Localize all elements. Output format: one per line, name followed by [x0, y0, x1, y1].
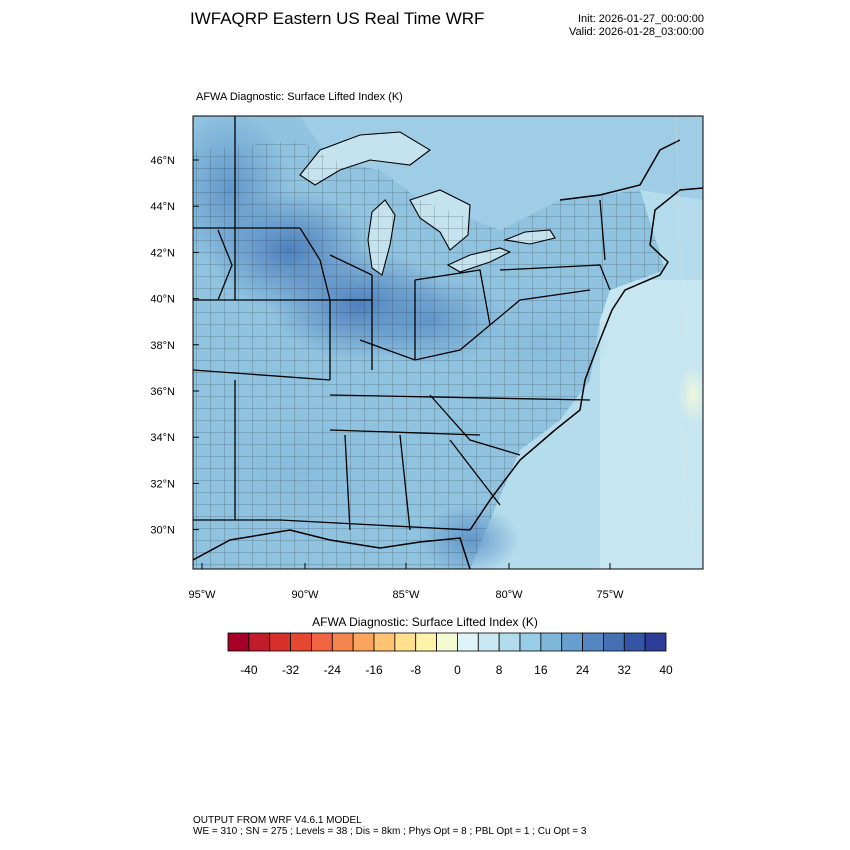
lat-tick-label: 40°N [150, 294, 175, 306]
model-info-footer: OUTPUT FROM WRF V4.6.1 MODEL WE = 310 ; … [193, 815, 586, 837]
lon-tick-label: 90°W [291, 589, 319, 601]
lat-tick-label: 38°N [150, 340, 175, 352]
lon-tick-label: 75°W [596, 589, 624, 601]
latitude-axis: 46°N 44°N 42°N 40°N 38°N 36°N 34°N 32°N 30°N [150, 155, 199, 537]
colorbar-box [603, 632, 625, 652]
lat-tick-label: 36°N [150, 386, 175, 398]
colorbar-box [352, 632, 375, 652]
colorbar-box [644, 632, 667, 652]
colorbar-tick-label: -16 [365, 663, 383, 677]
colorbar-tick-label: 16 [534, 663, 548, 677]
colorbar-box [477, 632, 500, 652]
colorbar-box [519, 632, 542, 652]
lat-tick-label: 34°N [150, 432, 175, 444]
colorbar-box [561, 632, 583, 652]
graticule [675, 116, 691, 569]
lon-tick-label: 85°W [392, 589, 420, 601]
lat-tick-label: 32°N [150, 478, 175, 490]
colorbar-box [415, 632, 437, 652]
colorbar-box [623, 632, 646, 652]
li-field [193, 116, 703, 569]
lat-tick-label: 46°N [150, 155, 175, 167]
colorbar-box [394, 632, 417, 652]
colorbar-tick-label: -8 [410, 663, 421, 677]
colorbar-tick-label: 0 [454, 663, 461, 677]
colorbar-tick-label: 24 [576, 663, 590, 677]
plot-title: AFWA Diagnostic: Surface Lifted Index (K… [196, 91, 403, 103]
colorbar-box [269, 632, 291, 652]
colorbar-tick-label: -32 [282, 663, 300, 677]
colorbar-ticks: -40 -32 -24 -16 -8 0 8 16 24 32 40 [240, 663, 673, 677]
colorbar-box [311, 632, 333, 652]
state-boundaries [193, 116, 611, 531]
colorbar-tick-label: 32 [618, 663, 632, 677]
colorbar-tick-label: 8 [496, 663, 503, 677]
colorbar-box [582, 632, 604, 652]
figure-title: IWFAQRP Eastern US Real Time WRF [190, 9, 485, 28]
colorbar-box [498, 632, 521, 652]
colorbar-box [227, 632, 250, 652]
longitude-axis: 95°W 90°W 85°W 80°W 75°W [188, 563, 624, 601]
map-panel: 46°N 44°N 42°N 40°N 38°N 36°N 34°N 32°N 30°N 95°… [150, 115, 704, 601]
colorbar-tick-label: 40 [659, 663, 673, 677]
lat-tick-label: 42°N [150, 247, 175, 259]
lat-tick-label: 44°N [150, 201, 175, 213]
coastlines [193, 139, 703, 569]
colorbar-box [248, 632, 271, 652]
colorbar-box [373, 632, 396, 652]
colorbar-box [290, 632, 312, 652]
footer-line-2: WE = 310 ; SN = 275 ; Levels = 38 ; Dis … [193, 826, 587, 837]
map-frame [192, 115, 704, 570]
lon-tick-label: 95°W [188, 589, 216, 601]
county-lines [193, 140, 665, 569]
lon-tick-label: 80°W [495, 589, 523, 601]
time-info: Init: 2026-01-27_00:00:00 Valid: 2026-01… [569, 13, 704, 39]
footer-line-1: OUTPUT FROM WRF V4.6.1 MODEL [193, 815, 362, 826]
colorbar-tick-label: -40 [240, 663, 258, 677]
init-time: Init: 2026-01-27_00:00:00 [578, 13, 704, 25]
colorbar-box [540, 632, 563, 652]
lat-tick-label: 30°N [150, 525, 175, 537]
colorbar-box [331, 632, 354, 652]
colorbar-title: AFWA Diagnostic: Surface Lifted Index (K… [312, 615, 538, 629]
valid-time: Valid: 2026-01-28_03:00:00 [569, 26, 704, 38]
colorbar-box [457, 632, 479, 652]
colorbar-box [436, 632, 458, 652]
colorbar-boxes [227, 632, 667, 652]
colorbar-tick-label: -24 [324, 663, 342, 677]
